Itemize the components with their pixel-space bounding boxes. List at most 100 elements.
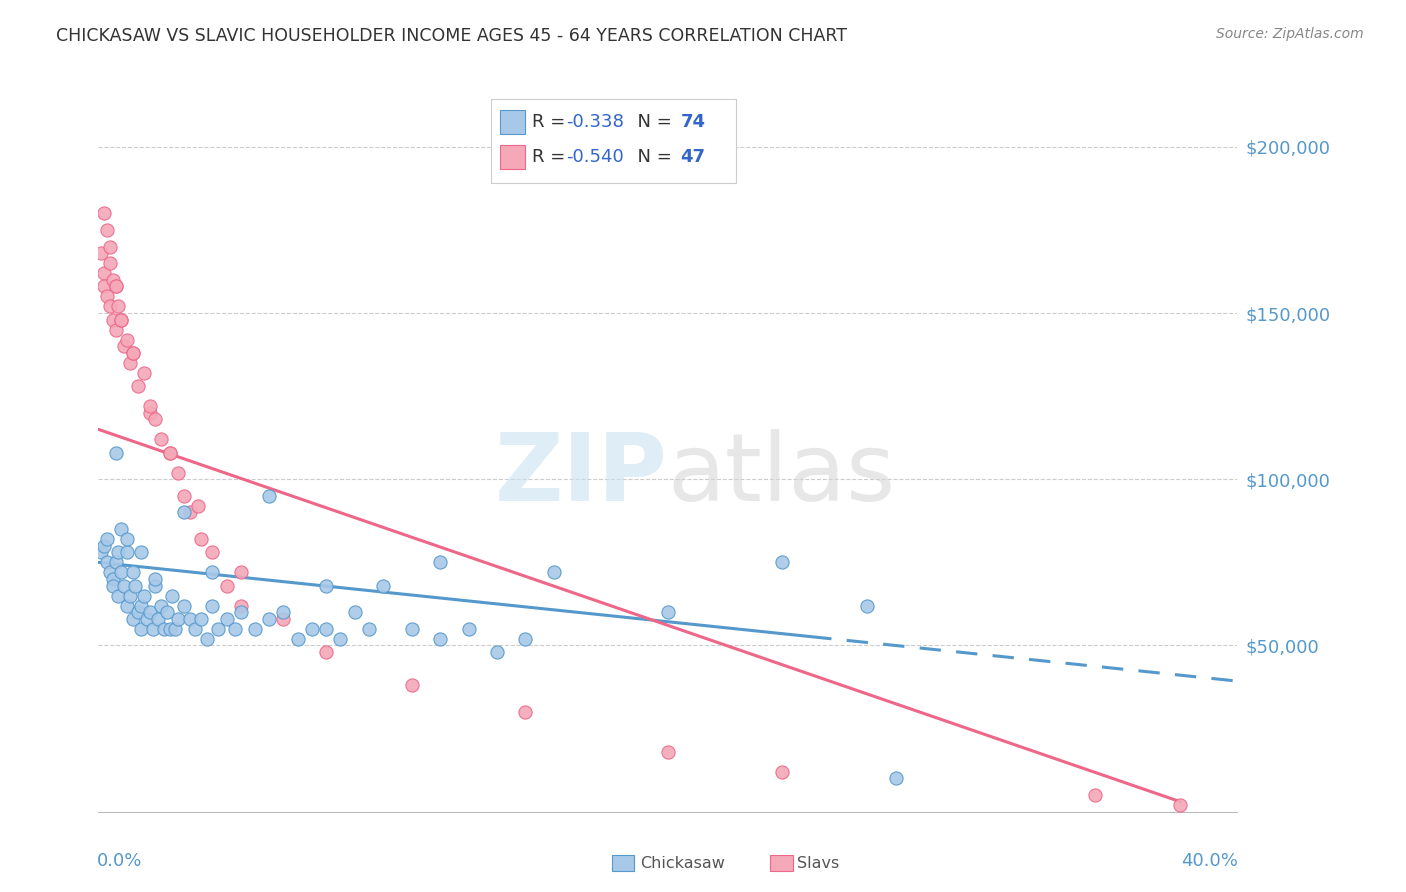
Point: [135, 612, 157, 626]
Text: Slavs: Slavs: [797, 856, 839, 871]
Point: [179, 612, 201, 626]
Point: [104, 445, 127, 459]
Point: [429, 555, 451, 569]
Point: [93, 206, 115, 220]
Point: [138, 406, 160, 420]
Point: [118, 356, 141, 370]
Point: [215, 579, 238, 593]
Point: [457, 622, 479, 636]
Point: [115, 545, 138, 559]
Text: 47: 47: [681, 148, 706, 166]
Point: [145, 579, 167, 593]
Point: [657, 605, 679, 619]
Point: [110, 522, 132, 536]
Point: [243, 622, 266, 636]
Point: [141, 622, 163, 636]
Point: [138, 399, 160, 413]
Point: [315, 645, 337, 659]
Point: [224, 622, 246, 636]
Point: [110, 312, 132, 326]
Point: [165, 622, 187, 636]
Point: [110, 566, 132, 580]
Point: [96, 532, 118, 546]
Text: N =: N =: [626, 148, 678, 166]
Point: [515, 632, 537, 646]
Point: [259, 612, 281, 626]
Point: [287, 632, 309, 646]
Point: [229, 599, 252, 613]
Text: CHICKASAW VS SLAVIC HOUSEHOLDER INCOME AGES 45 - 64 YEARS CORRELATION CHART: CHICKASAW VS SLAVIC HOUSEHOLDER INCOME A…: [56, 27, 848, 45]
Point: [429, 632, 451, 646]
Point: [121, 566, 143, 580]
Point: [150, 599, 173, 613]
Point: [127, 379, 149, 393]
Point: [156, 605, 179, 619]
Point: [124, 579, 146, 593]
Point: [187, 499, 209, 513]
Point: [162, 589, 184, 603]
Point: [90, 246, 112, 260]
Point: [201, 599, 224, 613]
Text: Source: ZipAtlas.com: Source: ZipAtlas.com: [1216, 27, 1364, 41]
Point: [104, 555, 127, 569]
Bar: [770, 855, 793, 871]
Point: [301, 622, 323, 636]
Point: [159, 622, 181, 636]
Point: [229, 566, 252, 580]
Point: [515, 705, 537, 719]
Point: [273, 605, 295, 619]
Text: Chickasaw: Chickasaw: [640, 856, 724, 871]
Text: R =: R =: [533, 113, 571, 131]
Point: [543, 566, 565, 580]
Point: [207, 622, 229, 636]
Point: [145, 572, 167, 586]
Point: [1084, 788, 1107, 802]
Point: [107, 589, 129, 603]
Text: 74: 74: [681, 113, 706, 131]
Point: [112, 339, 135, 353]
Point: [201, 545, 224, 559]
Text: atlas: atlas: [668, 429, 896, 521]
Point: [96, 289, 118, 303]
Point: [101, 312, 124, 326]
Point: [401, 622, 423, 636]
Point: [884, 772, 907, 786]
Point: [138, 605, 160, 619]
Point: [110, 312, 132, 326]
Point: [159, 445, 181, 459]
Point: [101, 572, 124, 586]
Point: [132, 366, 155, 380]
Point: [127, 605, 149, 619]
Point: [96, 223, 118, 237]
Point: [115, 532, 138, 546]
Point: [96, 555, 118, 569]
Point: [90, 545, 112, 559]
Point: [129, 545, 152, 559]
Point: [132, 589, 155, 603]
Point: [121, 612, 143, 626]
Point: [104, 323, 127, 337]
Point: [259, 489, 281, 503]
Point: [179, 506, 201, 520]
Point: [770, 555, 793, 569]
Point: [184, 622, 207, 636]
Text: 0.0%: 0.0%: [97, 852, 142, 870]
Point: [148, 612, 170, 626]
Point: [93, 539, 115, 553]
Point: [315, 579, 337, 593]
Point: [856, 599, 879, 613]
Point: [273, 612, 295, 626]
Point: [159, 445, 181, 459]
Point: [153, 622, 176, 636]
Point: [357, 622, 380, 636]
Text: -0.540: -0.540: [567, 148, 624, 166]
Point: [315, 622, 337, 636]
Point: [373, 579, 395, 593]
FancyBboxPatch shape: [501, 111, 526, 134]
Point: [118, 589, 141, 603]
Point: [101, 273, 124, 287]
Point: [93, 266, 115, 280]
Point: [167, 612, 190, 626]
Point: [173, 489, 195, 503]
Point: [98, 566, 121, 580]
